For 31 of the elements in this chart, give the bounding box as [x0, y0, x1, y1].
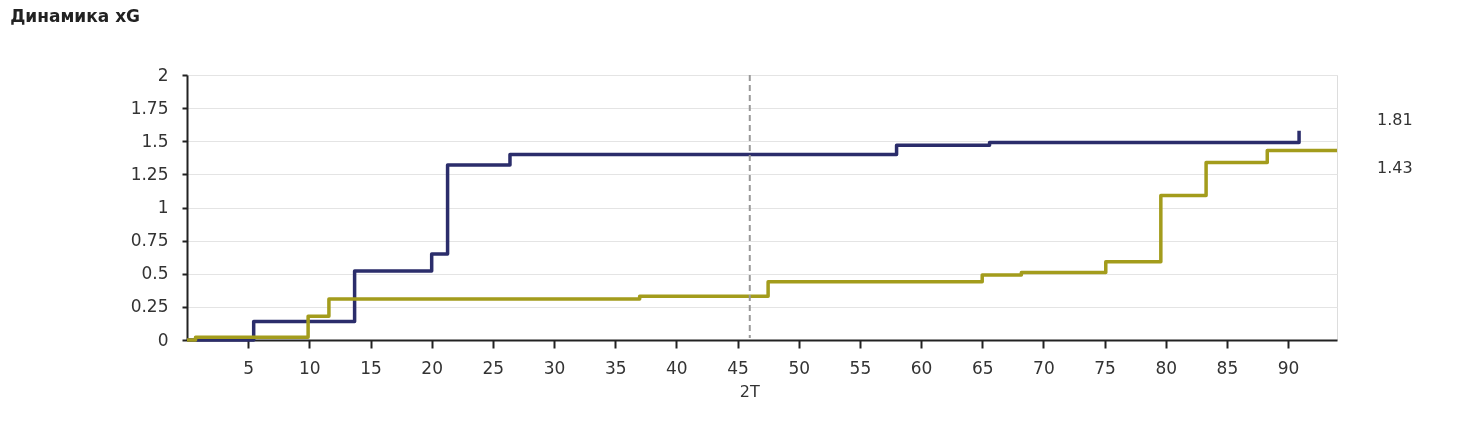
x-tick-label: 75: [1094, 357, 1116, 378]
ref-line-label: 2T: [739, 382, 760, 401]
y-tick-label: 1.75: [130, 97, 169, 118]
chart-title: Динамика xG: [10, 6, 141, 26]
x-tick-label: 85: [1216, 357, 1239, 378]
y-tick-label: 2: [157, 64, 169, 85]
x-tick-label: 65: [971, 357, 994, 378]
x-tick-label: 40: [666, 357, 688, 378]
x-tick-label: 30: [543, 357, 566, 378]
y-tick-label: 1.5: [141, 130, 169, 151]
x-tick-label: 15: [360, 357, 382, 378]
x-tick-label: 45: [727, 357, 749, 378]
x-tick-label: 5: [243, 357, 255, 378]
x-tick-label: 80: [1155, 357, 1178, 378]
y-tick-label: 0.5: [141, 263, 169, 284]
x-tick-label: 50: [788, 357, 811, 378]
y-tick-label: 0: [157, 329, 169, 350]
x-tick-label: 20: [421, 357, 443, 378]
x-tick-label: 70: [1033, 357, 1055, 378]
x-tick-label: 10: [299, 357, 321, 378]
y-tick-label: 1.25: [130, 163, 169, 184]
y-tick-label: 0.75: [130, 230, 169, 251]
x-tick-label: 55: [849, 357, 872, 378]
y-tick-label: 1: [157, 197, 169, 217]
x-tick-label: 25: [482, 357, 505, 378]
text: 1.81: [1377, 110, 1413, 129]
text: 1.43: [1377, 158, 1413, 177]
x-tick-label: 60: [910, 357, 933, 378]
y-tick-label: 0.25: [130, 296, 169, 317]
x-tick-label: 90: [1277, 357, 1300, 378]
x-tick-label: 35: [604, 357, 627, 378]
